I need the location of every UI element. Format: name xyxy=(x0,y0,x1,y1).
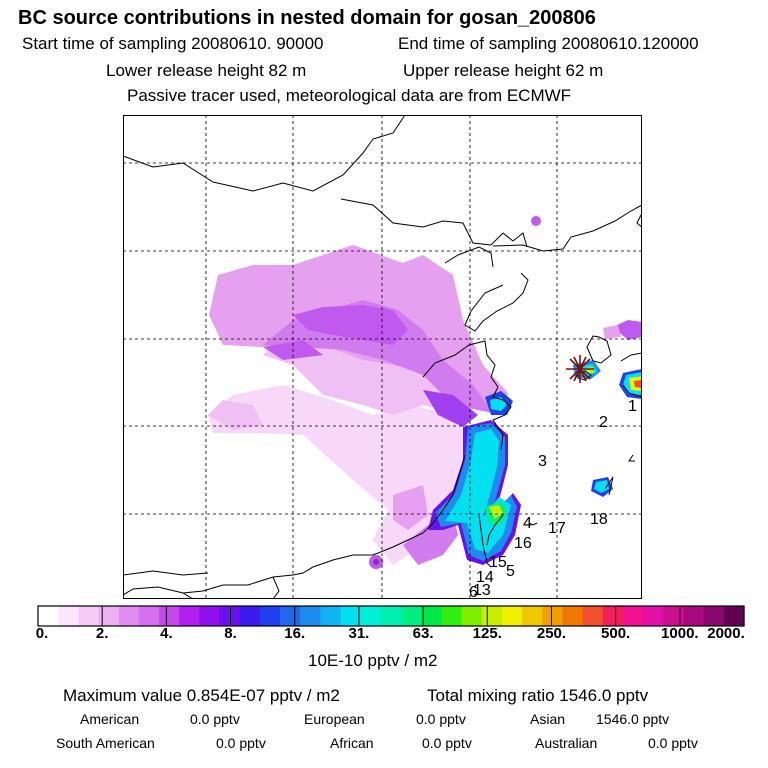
colorbar-tick-label: 8. xyxy=(224,625,237,642)
colorbar-cell xyxy=(239,606,261,626)
colorbar-cell xyxy=(481,606,503,626)
map-frame xyxy=(123,115,642,599)
colorbar-cell xyxy=(683,606,705,626)
colorbar-cell xyxy=(663,606,685,626)
colorbar-cell xyxy=(522,606,543,626)
region-label-16: 16 xyxy=(514,535,532,552)
colorbar-cell xyxy=(622,606,644,626)
region-label-14: 14 xyxy=(476,569,494,586)
colorbar-cell xyxy=(401,606,422,626)
region-label-6: 6 xyxy=(469,584,478,599)
colorbar-cell xyxy=(38,606,59,626)
lower-release-label: Lower release height 82 m xyxy=(106,61,307,80)
australian-value: 0.0 pptv xyxy=(648,735,698,751)
colorbar-cell xyxy=(340,606,362,626)
colorbar-cell xyxy=(320,606,342,626)
colorbar-tick-label: 1000. xyxy=(661,625,699,642)
colorbar-cell xyxy=(58,606,79,626)
colorbar-cell xyxy=(441,606,463,626)
region-label-15: 15 xyxy=(489,554,507,571)
colorbar-cell xyxy=(703,606,725,626)
colorbar-cell xyxy=(582,606,604,626)
receptor-star-icon xyxy=(566,355,594,383)
map-panel: 1 2 3 4 17 18 16 15 5 14 13 6 xyxy=(123,115,642,599)
african-value: 0.0 pptv xyxy=(422,735,472,751)
region-label-18: 18 xyxy=(590,511,608,528)
colorbar-cell xyxy=(380,606,402,626)
colorbar-cell xyxy=(723,606,745,626)
colorbar-cell xyxy=(542,606,564,626)
start-time-label: Start time of sampling 20080610. 90000 xyxy=(22,34,324,53)
region-label-1: 1 xyxy=(628,398,637,415)
colorbar-cell xyxy=(259,606,281,626)
tracer-note: Passive tracer used, meteorological data… xyxy=(127,86,572,105)
colorbar-tick-label: 31. xyxy=(348,625,370,642)
colorbar-cell xyxy=(602,606,624,626)
colorbar-unit: 10E-10 pptv / m2 xyxy=(308,651,438,670)
colorbar-tick-label: 2. xyxy=(95,625,109,642)
colorbar-tick-label: 500. xyxy=(601,625,631,642)
colorbar-cell xyxy=(562,606,584,626)
region-label-2: 2 xyxy=(599,414,608,431)
colorbar-cell xyxy=(159,606,180,626)
colorbar-tick-label: 16. xyxy=(284,625,306,642)
european-label: European xyxy=(304,711,365,727)
colorbar-cell xyxy=(78,606,100,626)
end-time-label: End time of sampling 20080610.120000 xyxy=(398,34,699,53)
colorbar-cell xyxy=(421,606,443,626)
asian-label: Asian xyxy=(530,711,566,727)
colorbar-tick-label: 250. xyxy=(536,625,567,642)
colorbar-cell xyxy=(280,606,301,626)
south-american-label: South American xyxy=(56,735,155,751)
colorbar-tick-label: 2000. xyxy=(707,625,745,642)
region-label-13: 13 xyxy=(473,582,491,599)
region-label-5: 5 xyxy=(506,563,515,580)
european-value: 0.0 pptv xyxy=(416,711,466,727)
coastlines xyxy=(123,115,642,599)
plot-title: BC source contributions in nested domain… xyxy=(18,7,596,29)
colorbar-cell xyxy=(501,606,523,626)
colorbar-cell xyxy=(643,606,664,626)
colorbar-cell xyxy=(360,606,382,626)
south-american-value: 0.0 pptv xyxy=(216,735,266,751)
colorbar-cell xyxy=(300,606,321,626)
total-mixing-label: Total mixing ratio 1546.0 pptv xyxy=(427,686,649,705)
region-label-17: 17 xyxy=(548,520,566,537)
colorbar-cell xyxy=(199,606,221,626)
region-label-4: 4 xyxy=(523,515,532,532)
colorbar-cell xyxy=(179,606,200,626)
max-value-label: Maximum value 0.854E-07 pptv / m2 xyxy=(63,686,340,705)
colorbar-tick-label: 4. xyxy=(160,625,173,642)
colorbar-cell xyxy=(138,606,160,626)
colorbar-tick-label: 63. xyxy=(412,625,434,642)
american-label: American xyxy=(80,711,140,727)
colorbar-cell xyxy=(219,606,241,626)
graticule xyxy=(123,115,642,599)
african-label: African xyxy=(330,735,374,751)
colorbar-tick-label: 0. xyxy=(35,625,49,642)
colorbar-tick-label: 125. xyxy=(472,625,502,642)
upper-release-label: Upper release height 62 m xyxy=(403,61,604,80)
colorbar-cell xyxy=(98,606,120,626)
american-value: 0.0 pptv xyxy=(190,711,240,727)
region-label-3: 3 xyxy=(538,453,547,470)
colorbar-cell xyxy=(118,606,140,626)
concentration-field xyxy=(208,216,642,569)
colorbar-cell xyxy=(461,606,483,626)
asian-value: 1546.0 pptv xyxy=(596,711,670,727)
australian-label: Australian xyxy=(535,735,598,751)
